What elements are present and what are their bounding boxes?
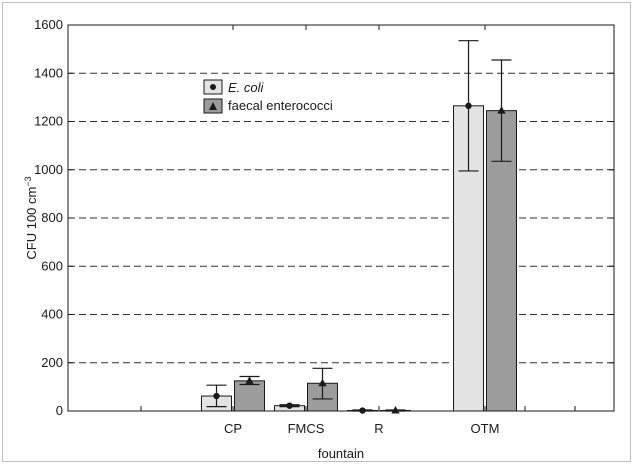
y-tick-label: 1000 (34, 162, 63, 177)
y-axis: 0 200 400 600 800 1000 1200 1400 1600 (34, 17, 614, 418)
y-tick-label: 1200 (34, 114, 63, 129)
marker-series1-cp (245, 376, 254, 384)
chart-frame (2, 2, 631, 462)
marker-series0-r (359, 407, 366, 414)
legend-marker-enterococci (209, 102, 217, 110)
x-axis-label: fountain (318, 446, 364, 461)
x-tick-label: FMCS (288, 421, 325, 436)
marker-series1-r (391, 406, 400, 414)
x-axis: CP FMCS R OTM (140, 25, 576, 436)
y-tick-label: 1600 (34, 17, 63, 32)
marker-series0-cp (213, 392, 220, 400)
y-tick-label: 400 (41, 307, 63, 322)
legend: E. coli faecal enterococci (203, 79, 333, 114)
data-markers (213, 102, 506, 414)
legend-label-enterococci: faecal enterococci (228, 98, 333, 113)
x-tick-label: OTM (471, 421, 500, 436)
marker-series1-fmcs (318, 378, 327, 387)
y-tick-label: 600 (41, 258, 63, 273)
y-axis-label-superscript: −3 (23, 176, 33, 186)
y-tick-label: 1400 (34, 65, 63, 80)
marker-series0-fmcs (286, 402, 293, 409)
legend-marker-ecoli (210, 84, 216, 90)
svg-text:CFU 100 cm−3: CFU 100 cm−3 (23, 176, 39, 259)
marker-series1-otm (497, 106, 506, 114)
grid-lines (68, 72, 614, 364)
legend-label-ecoli: E. coli (228, 80, 265, 95)
y-axis-label-text: CFU 100 cm (24, 187, 39, 260)
marker-series0-otm (465, 102, 472, 110)
y-tick-label: 200 (41, 355, 63, 370)
y-tick-label: 800 (41, 210, 63, 225)
bar-series1-cp (234, 380, 265, 412)
x-tick-label: CP (224, 421, 242, 436)
y-tick-label: 0 (56, 403, 63, 418)
x-tick-label: R (374, 421, 383, 436)
y-axis-label: CFU 100 cm−3 (23, 176, 39, 259)
